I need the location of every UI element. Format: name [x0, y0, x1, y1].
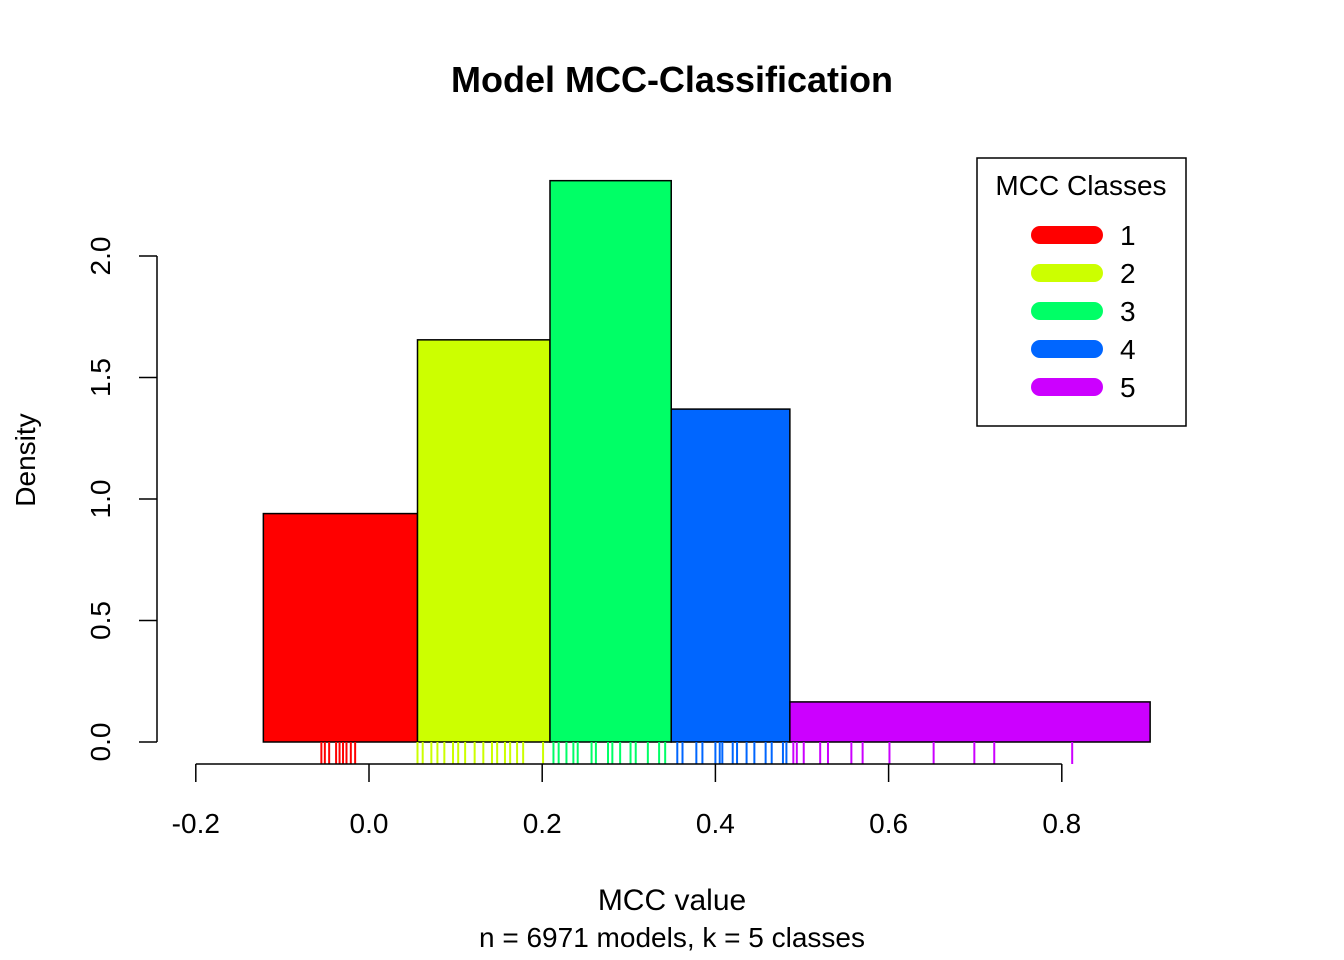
- bars-group: [262, 179, 1151, 743]
- x-tick-label: 0.8: [1042, 808, 1081, 839]
- legend: MCC Classes 1 2 3 4 5: [976, 157, 1187, 427]
- y-tick-label: 0.5: [85, 601, 116, 640]
- chart-subtitle: n = 6971 models, k = 5 classes: [479, 922, 865, 953]
- x-tick-label: 0.4: [696, 808, 735, 839]
- y-axis-label: Density: [10, 413, 41, 506]
- legend-label: 5: [1120, 372, 1136, 403]
- x-tick-label: 0.6: [869, 808, 908, 839]
- bar-class-5: [789, 701, 1151, 743]
- bar-class-1: [262, 512, 419, 743]
- x-tick-label: 0.0: [350, 808, 389, 839]
- bar-class-4: [670, 408, 791, 743]
- bar-class-3: [549, 179, 672, 743]
- legend-label: 3: [1120, 296, 1136, 327]
- y-tick-label: 0.0: [85, 723, 116, 762]
- legend-label: 2: [1120, 258, 1136, 289]
- legend-title: MCC Classes: [995, 170, 1166, 201]
- rug-group: [320, 742, 1074, 764]
- y-tick-label: 2.0: [85, 237, 116, 276]
- legend-label: 4: [1120, 334, 1136, 365]
- x-axis-label: MCC value: [598, 884, 746, 917]
- x-tick-label: 0.2: [523, 808, 562, 839]
- y-tick-label: 1.0: [85, 480, 116, 519]
- legend-label: 1: [1120, 220, 1136, 251]
- bar-class-2: [416, 339, 551, 743]
- x-tick-label: -0.2: [172, 808, 220, 839]
- y-tick-label: 1.5: [85, 358, 116, 397]
- y-axis: 0.0 0.5 1.0 1.5 2.0: [85, 237, 158, 762]
- legend-entries: 1 2 3 4 5: [1031, 220, 1136, 403]
- chart-title: Model MCC-Classification: [451, 59, 893, 100]
- x-axis: -0.2 0.0 0.2 0.4 0.6 0.8: [172, 763, 1081, 839]
